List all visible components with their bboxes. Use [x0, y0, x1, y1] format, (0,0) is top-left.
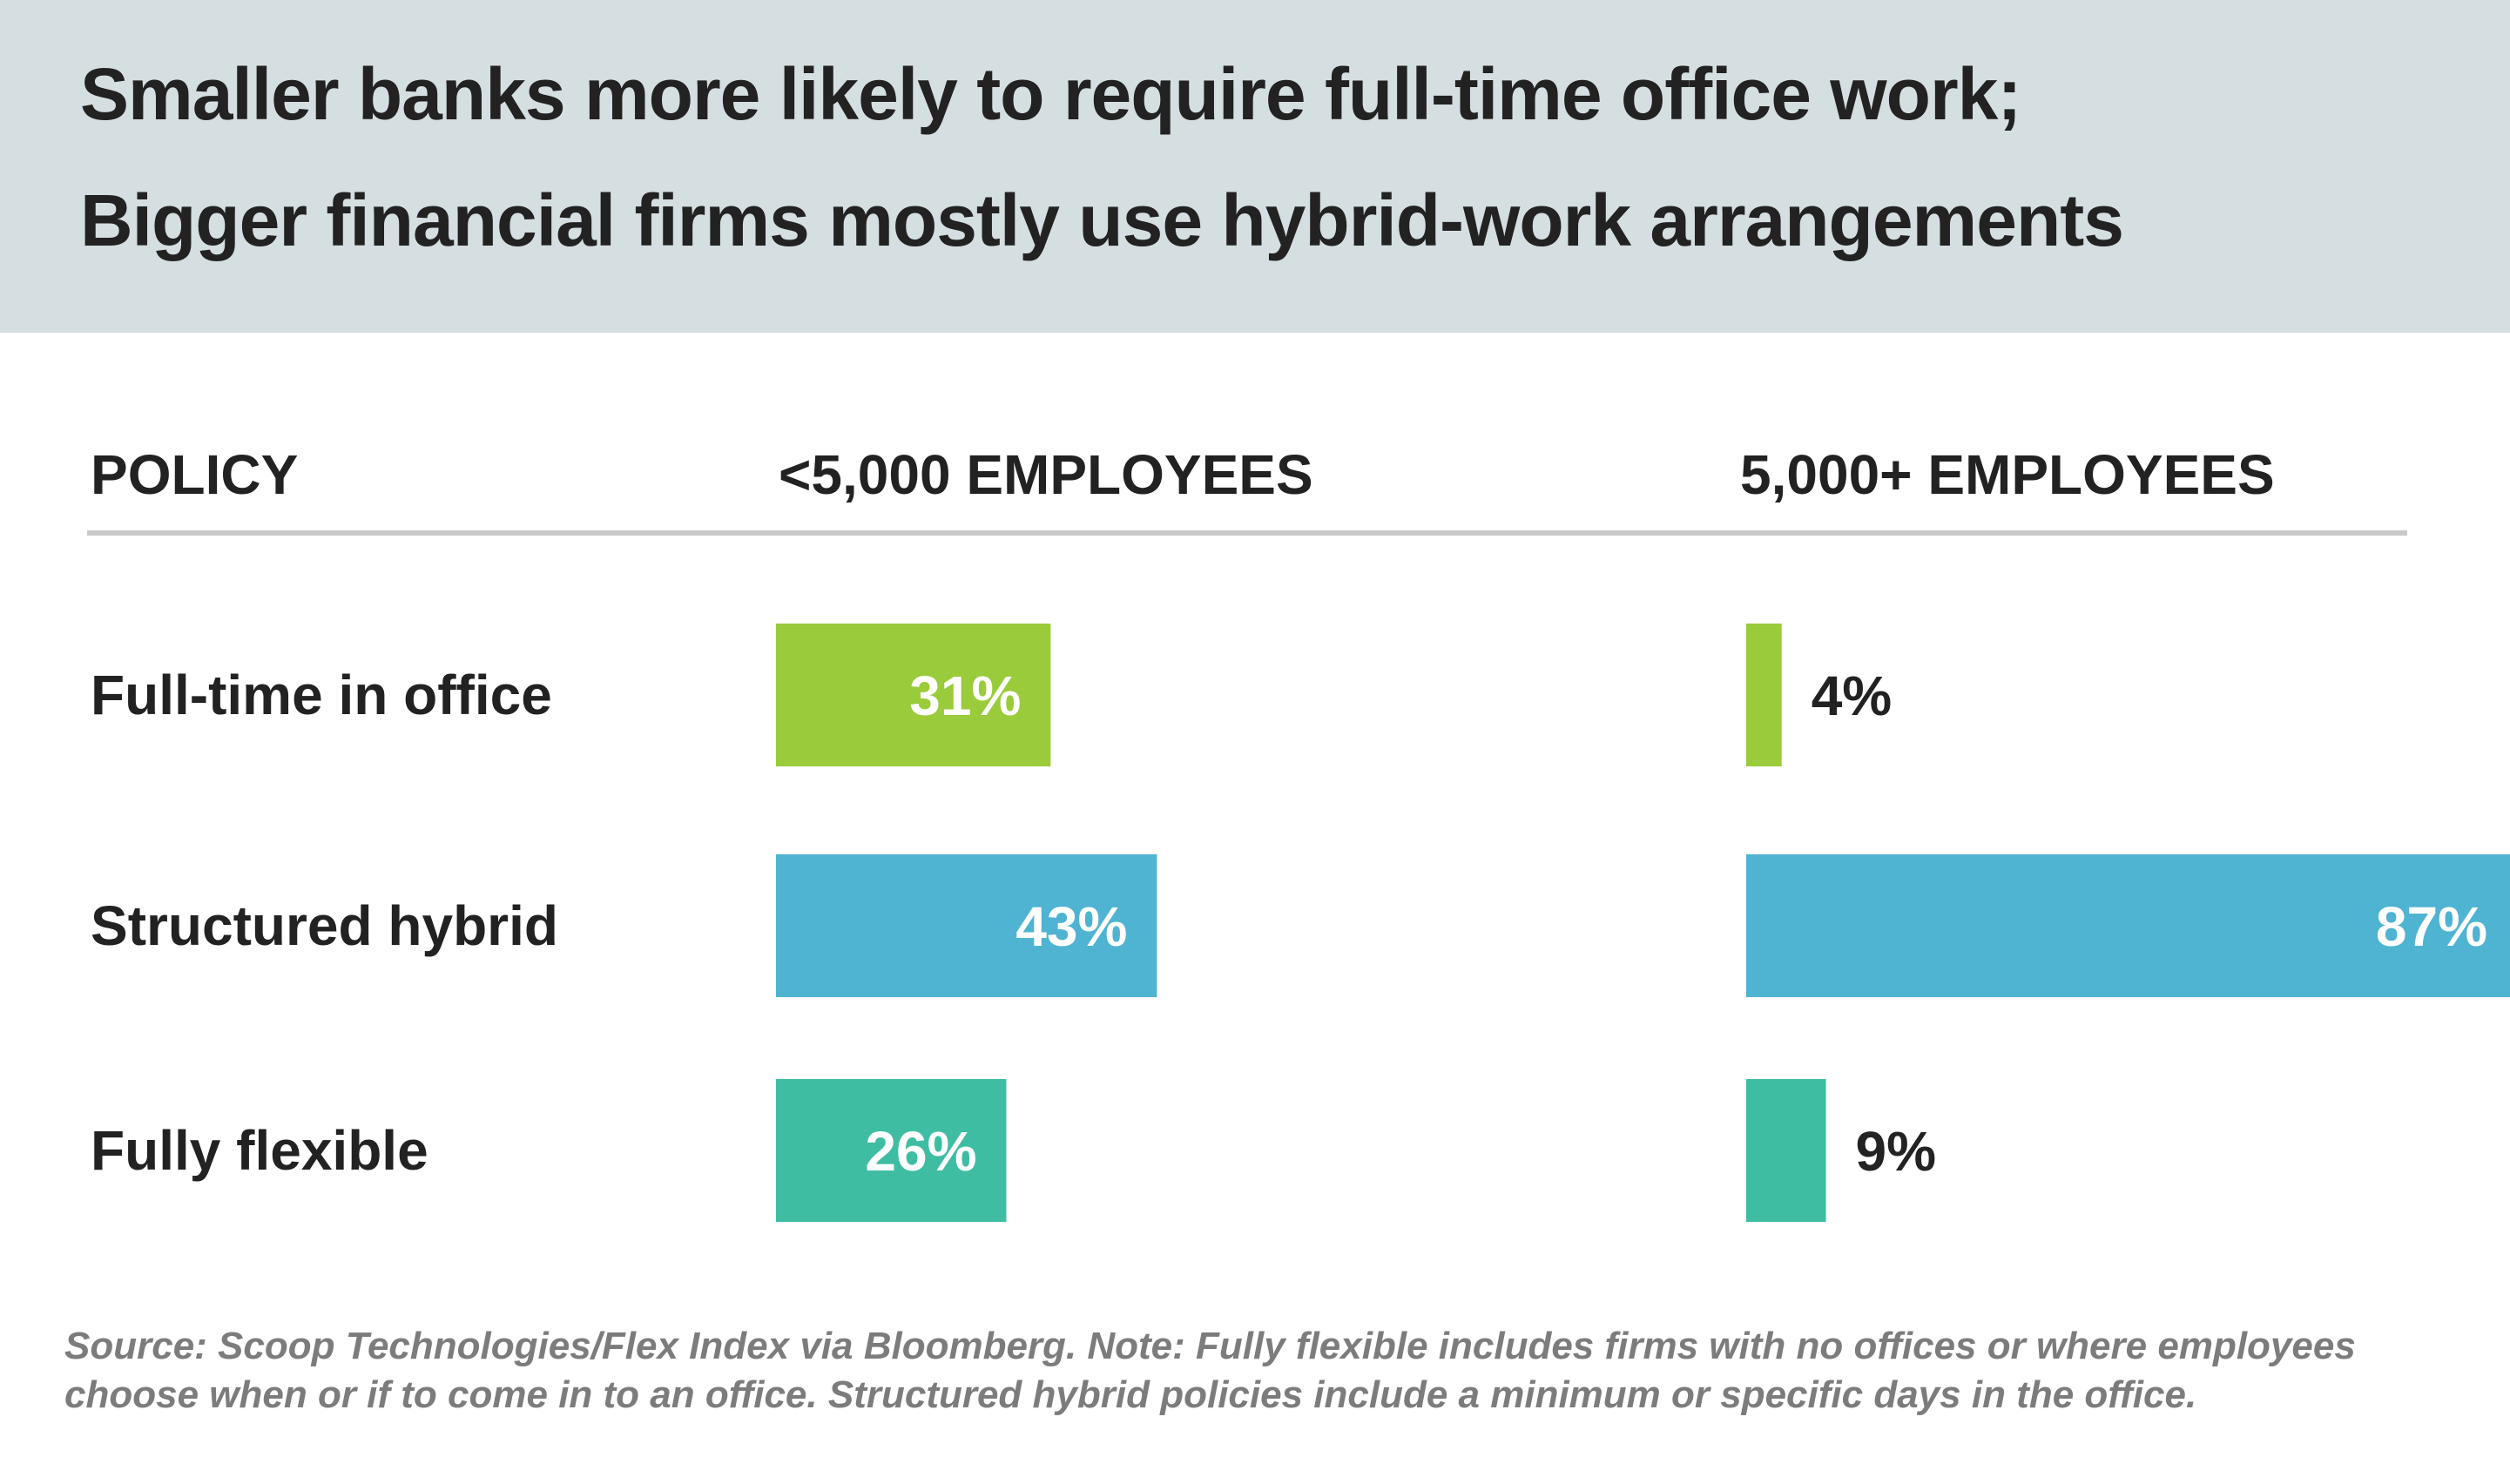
bar-small-firms-full-time: [776, 624, 1051, 766]
chart-title-line-1: Smaller banks more likely to require ful…: [80, 53, 2021, 135]
title-banner: Smaller banks more likely to require ful…: [0, 0, 2510, 333]
bar-large-firms-structured-hybrid: [1746, 854, 2510, 997]
value-label-small-firms-full-time: 31%: [909, 664, 1021, 727]
source-note: Source: Scoop Technologies/Flex Index vi…: [64, 1322, 2468, 1420]
bar-large-firms-full-time: [1746, 624, 1782, 766]
chart-title-line-2: Bigger financial firms mostly use hybrid…: [80, 179, 2124, 261]
source-note-line-1: Source: Scoop Technologies/Flex Index vi…: [64, 1325, 2356, 1367]
column-header-policy: POLICY: [91, 443, 299, 506]
category-label-fully-flexible: Fully flexible: [91, 1119, 428, 1182]
category-label-full-time: Full-time in office: [91, 664, 552, 726]
bar-large-firms-fully-flexible: [1746, 1079, 1826, 1222]
value-label-large-firms-full-time: 4%: [1812, 664, 1893, 727]
bar-small-firms-structured-hybrid: [776, 854, 1157, 997]
value-label-small-firms-fully-flexible: 26%: [865, 1120, 976, 1183]
bar-small-firms-fully-flexible: [776, 1079, 1007, 1222]
column-header-large-firms: 5,000+ EMPLOYEES: [1740, 443, 2275, 506]
value-label-large-firms-structured-hybrid: 87%: [2376, 895, 2487, 958]
source-note-line-2: choose when or if to come in to an offic…: [64, 1373, 2197, 1416]
column-header-small-firms: <5,000 EMPLOYEES: [779, 443, 1313, 506]
value-label-large-firms-fully-flexible: 9%: [1856, 1120, 1937, 1183]
category-label-structured-hybrid: Structured hybrid: [91, 894, 558, 957]
value-label-small-firms-structured-hybrid: 43%: [1015, 895, 1127, 958]
header-divider: [87, 530, 2407, 536]
